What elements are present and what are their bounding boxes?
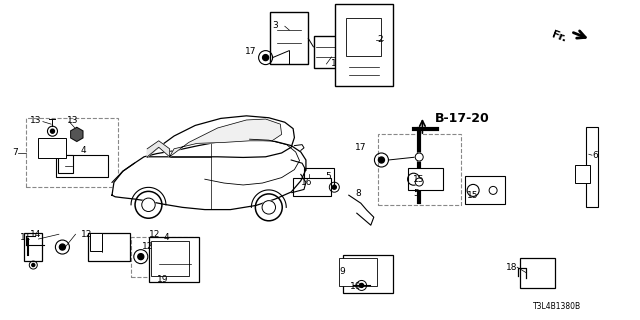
Bar xyxy=(314,36,339,68)
Text: 19: 19 xyxy=(157,276,169,284)
Text: 10: 10 xyxy=(350,282,362,291)
Text: 4: 4 xyxy=(164,233,169,242)
Bar xyxy=(38,138,67,158)
Text: 3: 3 xyxy=(273,21,278,30)
Text: 15: 15 xyxy=(467,191,479,200)
Circle shape xyxy=(360,284,364,287)
Circle shape xyxy=(415,153,423,161)
Text: 12: 12 xyxy=(141,242,153,251)
Circle shape xyxy=(332,185,337,189)
Text: 17: 17 xyxy=(355,143,366,152)
Text: 4: 4 xyxy=(81,146,86,155)
Polygon shape xyxy=(147,141,170,157)
Bar xyxy=(56,155,108,177)
Text: 13: 13 xyxy=(67,116,79,125)
Circle shape xyxy=(415,178,423,186)
Bar xyxy=(520,258,555,288)
Bar xyxy=(131,237,198,277)
Bar xyxy=(149,237,199,282)
Text: 1: 1 xyxy=(331,60,337,68)
Text: 5: 5 xyxy=(413,189,419,198)
Text: 2: 2 xyxy=(378,36,383,44)
Text: T3L4B1380B: T3L4B1380B xyxy=(532,302,581,311)
Text: 5: 5 xyxy=(325,172,331,181)
Text: 18: 18 xyxy=(506,263,517,272)
Text: 12: 12 xyxy=(81,230,92,239)
Circle shape xyxy=(378,157,385,163)
Bar xyxy=(270,12,308,64)
Text: 15: 15 xyxy=(413,175,424,184)
Bar xyxy=(575,165,590,183)
Polygon shape xyxy=(170,119,282,157)
Text: 11: 11 xyxy=(20,233,31,242)
Text: 7: 7 xyxy=(12,148,18,157)
Circle shape xyxy=(262,55,269,60)
Text: B-17-20: B-17-20 xyxy=(435,112,490,125)
Text: 14: 14 xyxy=(29,230,41,239)
Circle shape xyxy=(51,129,54,133)
Bar xyxy=(465,176,505,204)
Bar xyxy=(58,155,73,173)
Circle shape xyxy=(32,264,35,267)
Bar xyxy=(378,134,461,205)
Bar xyxy=(346,19,381,56)
Bar xyxy=(26,118,118,187)
Text: 8: 8 xyxy=(355,189,361,198)
Bar xyxy=(343,255,393,292)
Text: 17: 17 xyxy=(244,47,256,56)
Polygon shape xyxy=(71,127,83,141)
Bar xyxy=(339,258,378,286)
Bar xyxy=(304,168,333,188)
Bar xyxy=(335,4,392,86)
Circle shape xyxy=(142,198,156,212)
Bar xyxy=(90,233,102,251)
Text: 9: 9 xyxy=(340,267,346,276)
Text: 16: 16 xyxy=(301,178,312,187)
Text: 12: 12 xyxy=(149,230,161,239)
Bar xyxy=(24,233,42,261)
Polygon shape xyxy=(147,116,294,157)
Bar xyxy=(150,241,189,276)
Polygon shape xyxy=(112,139,306,210)
Circle shape xyxy=(262,201,276,214)
Text: 6: 6 xyxy=(592,151,598,160)
Bar xyxy=(408,168,443,190)
Circle shape xyxy=(60,244,65,250)
Bar xyxy=(293,178,332,196)
Text: Fr.: Fr. xyxy=(551,29,568,44)
Bar xyxy=(88,233,130,261)
Bar xyxy=(586,127,598,207)
Text: 13: 13 xyxy=(30,116,42,125)
Circle shape xyxy=(138,254,144,260)
